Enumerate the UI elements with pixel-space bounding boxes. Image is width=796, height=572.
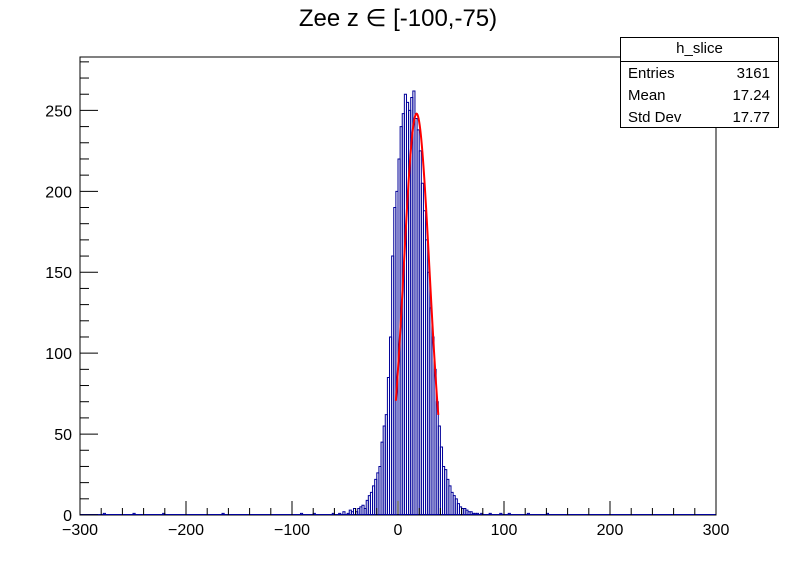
x-tick-label: 200	[597, 522, 624, 539]
axes: −300 −200 −100 0 100 200 300 0 50 100 150 200 250	[45, 61, 730, 539]
x-tick-label: −200	[168, 522, 204, 539]
y-tick-label: 100	[45, 346, 72, 363]
gaussian-fit-series	[394, 112, 440, 415]
x-tick-label: 0	[394, 522, 403, 539]
chart-title: Zee z ∈ [-100,-75)	[298, 5, 498, 32]
stats-row-entries: Entries 3161	[621, 62, 778, 84]
y-tick-label: 200	[45, 184, 72, 201]
x-tick-label: 100	[491, 522, 518, 539]
y-tick-label: 150	[45, 265, 72, 282]
stats-box: h_slice Entries 3161 Mean 17.24 Std Dev …	[620, 37, 779, 128]
x-tick-label: 300	[703, 522, 730, 539]
y-tick-label: 0	[63, 508, 72, 525]
gaussian-fit-line	[394, 112, 440, 415]
stats-row-std-dev: Std Dev 17.77	[621, 106, 778, 128]
y-tick-label: 250	[45, 103, 72, 120]
x-tick-label: −300	[62, 522, 98, 539]
y-tick-label: 50	[54, 427, 72, 444]
stats-value: 3161	[736, 65, 770, 82]
stats-row-mean: Mean 17.24	[621, 84, 778, 106]
stats-label: Mean	[628, 87, 666, 104]
stats-value: 17.24	[732, 87, 770, 104]
stats-value: 17.77	[732, 109, 770, 126]
stats-label: Entries	[628, 65, 675, 82]
histogram-series	[80, 90, 716, 515]
histogram-bin	[342, 511, 346, 515]
x-tick-label: −100	[274, 522, 310, 539]
stats-label: Std Dev	[628, 109, 682, 126]
stats-box-title: h_slice	[621, 38, 778, 62]
